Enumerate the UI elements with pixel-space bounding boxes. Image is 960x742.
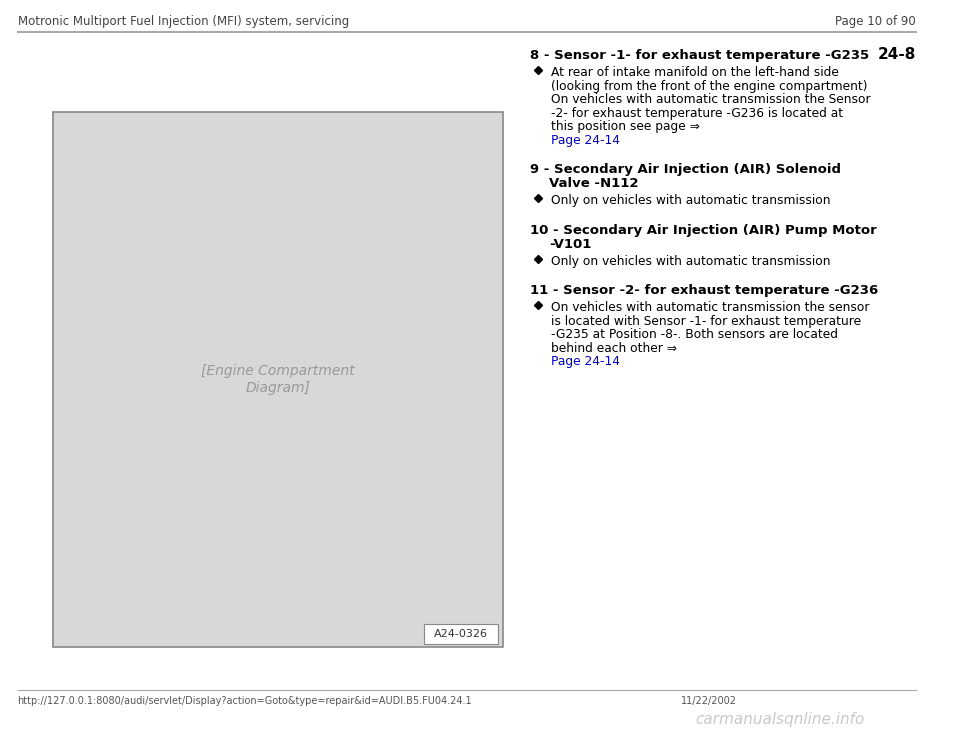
Text: 11/22/2002: 11/22/2002: [681, 696, 736, 706]
Text: On vehicles with automatic transmission the Sensor: On vehicles with automatic transmission …: [551, 93, 871, 106]
Text: [Engine Compartment
Diagram]: [Engine Compartment Diagram]: [202, 364, 355, 395]
Text: -V101: -V101: [549, 237, 591, 251]
Text: Page 10 of 90: Page 10 of 90: [835, 15, 916, 28]
Text: On vehicles with automatic transmission the sensor: On vehicles with automatic transmission …: [551, 301, 870, 314]
Text: (looking from the front of the engine compartment): (looking from the front of the engine co…: [551, 79, 868, 93]
Text: -2- for exhaust temperature -G236 is located at: -2- for exhaust temperature -G236 is loc…: [551, 107, 844, 119]
Text: .: .: [603, 355, 611, 368]
Text: carmanualsqnline.info: carmanualsqnline.info: [695, 712, 865, 727]
FancyBboxPatch shape: [54, 112, 503, 647]
Text: 24-8: 24-8: [877, 47, 916, 62]
Text: Page 24-14: Page 24-14: [551, 134, 620, 146]
Text: 11 - Sensor -2- for exhaust temperature -G236: 11 - Sensor -2- for exhaust temperature …: [530, 284, 878, 297]
Text: Only on vehicles with automatic transmission: Only on vehicles with automatic transmis…: [551, 194, 830, 207]
Text: this position see page ⇒: this position see page ⇒: [551, 120, 700, 133]
Text: 8 - Sensor -1- for exhaust temperature -G235: 8 - Sensor -1- for exhaust temperature -…: [530, 49, 869, 62]
Text: behind each other ⇒: behind each other ⇒: [551, 341, 677, 355]
Text: Page 24-14: Page 24-14: [551, 355, 620, 368]
Text: Only on vehicles with automatic transmission: Only on vehicles with automatic transmis…: [551, 255, 830, 268]
Text: 10 - Secondary Air Injection (AIR) Pump Motor: 10 - Secondary Air Injection (AIR) Pump …: [530, 223, 876, 237]
Text: Valve -N112: Valve -N112: [549, 177, 638, 190]
Text: http://127.0.0.1:8080/audi/servlet/Display?action=Goto&type=repair&id=AUDI.B5.FU: http://127.0.0.1:8080/audi/servlet/Displ…: [17, 696, 472, 706]
Text: A24-0326: A24-0326: [434, 629, 488, 639]
Text: 9 - Secondary Air Injection (AIR) Solenoid: 9 - Secondary Air Injection (AIR) Soleno…: [530, 163, 841, 176]
Text: .: .: [603, 134, 611, 146]
Text: is located with Sensor -1- for exhaust temperature: is located with Sensor -1- for exhaust t…: [551, 315, 861, 327]
Text: Motronic Multiport Fuel Injection (MFI) system, servicing: Motronic Multiport Fuel Injection (MFI) …: [17, 15, 348, 28]
Text: At rear of intake manifold on the left-hand side: At rear of intake manifold on the left-h…: [551, 66, 839, 79]
FancyBboxPatch shape: [424, 624, 498, 644]
Text: -G235 at Position -8-. Both sensors are located: -G235 at Position -8-. Both sensors are …: [551, 328, 838, 341]
